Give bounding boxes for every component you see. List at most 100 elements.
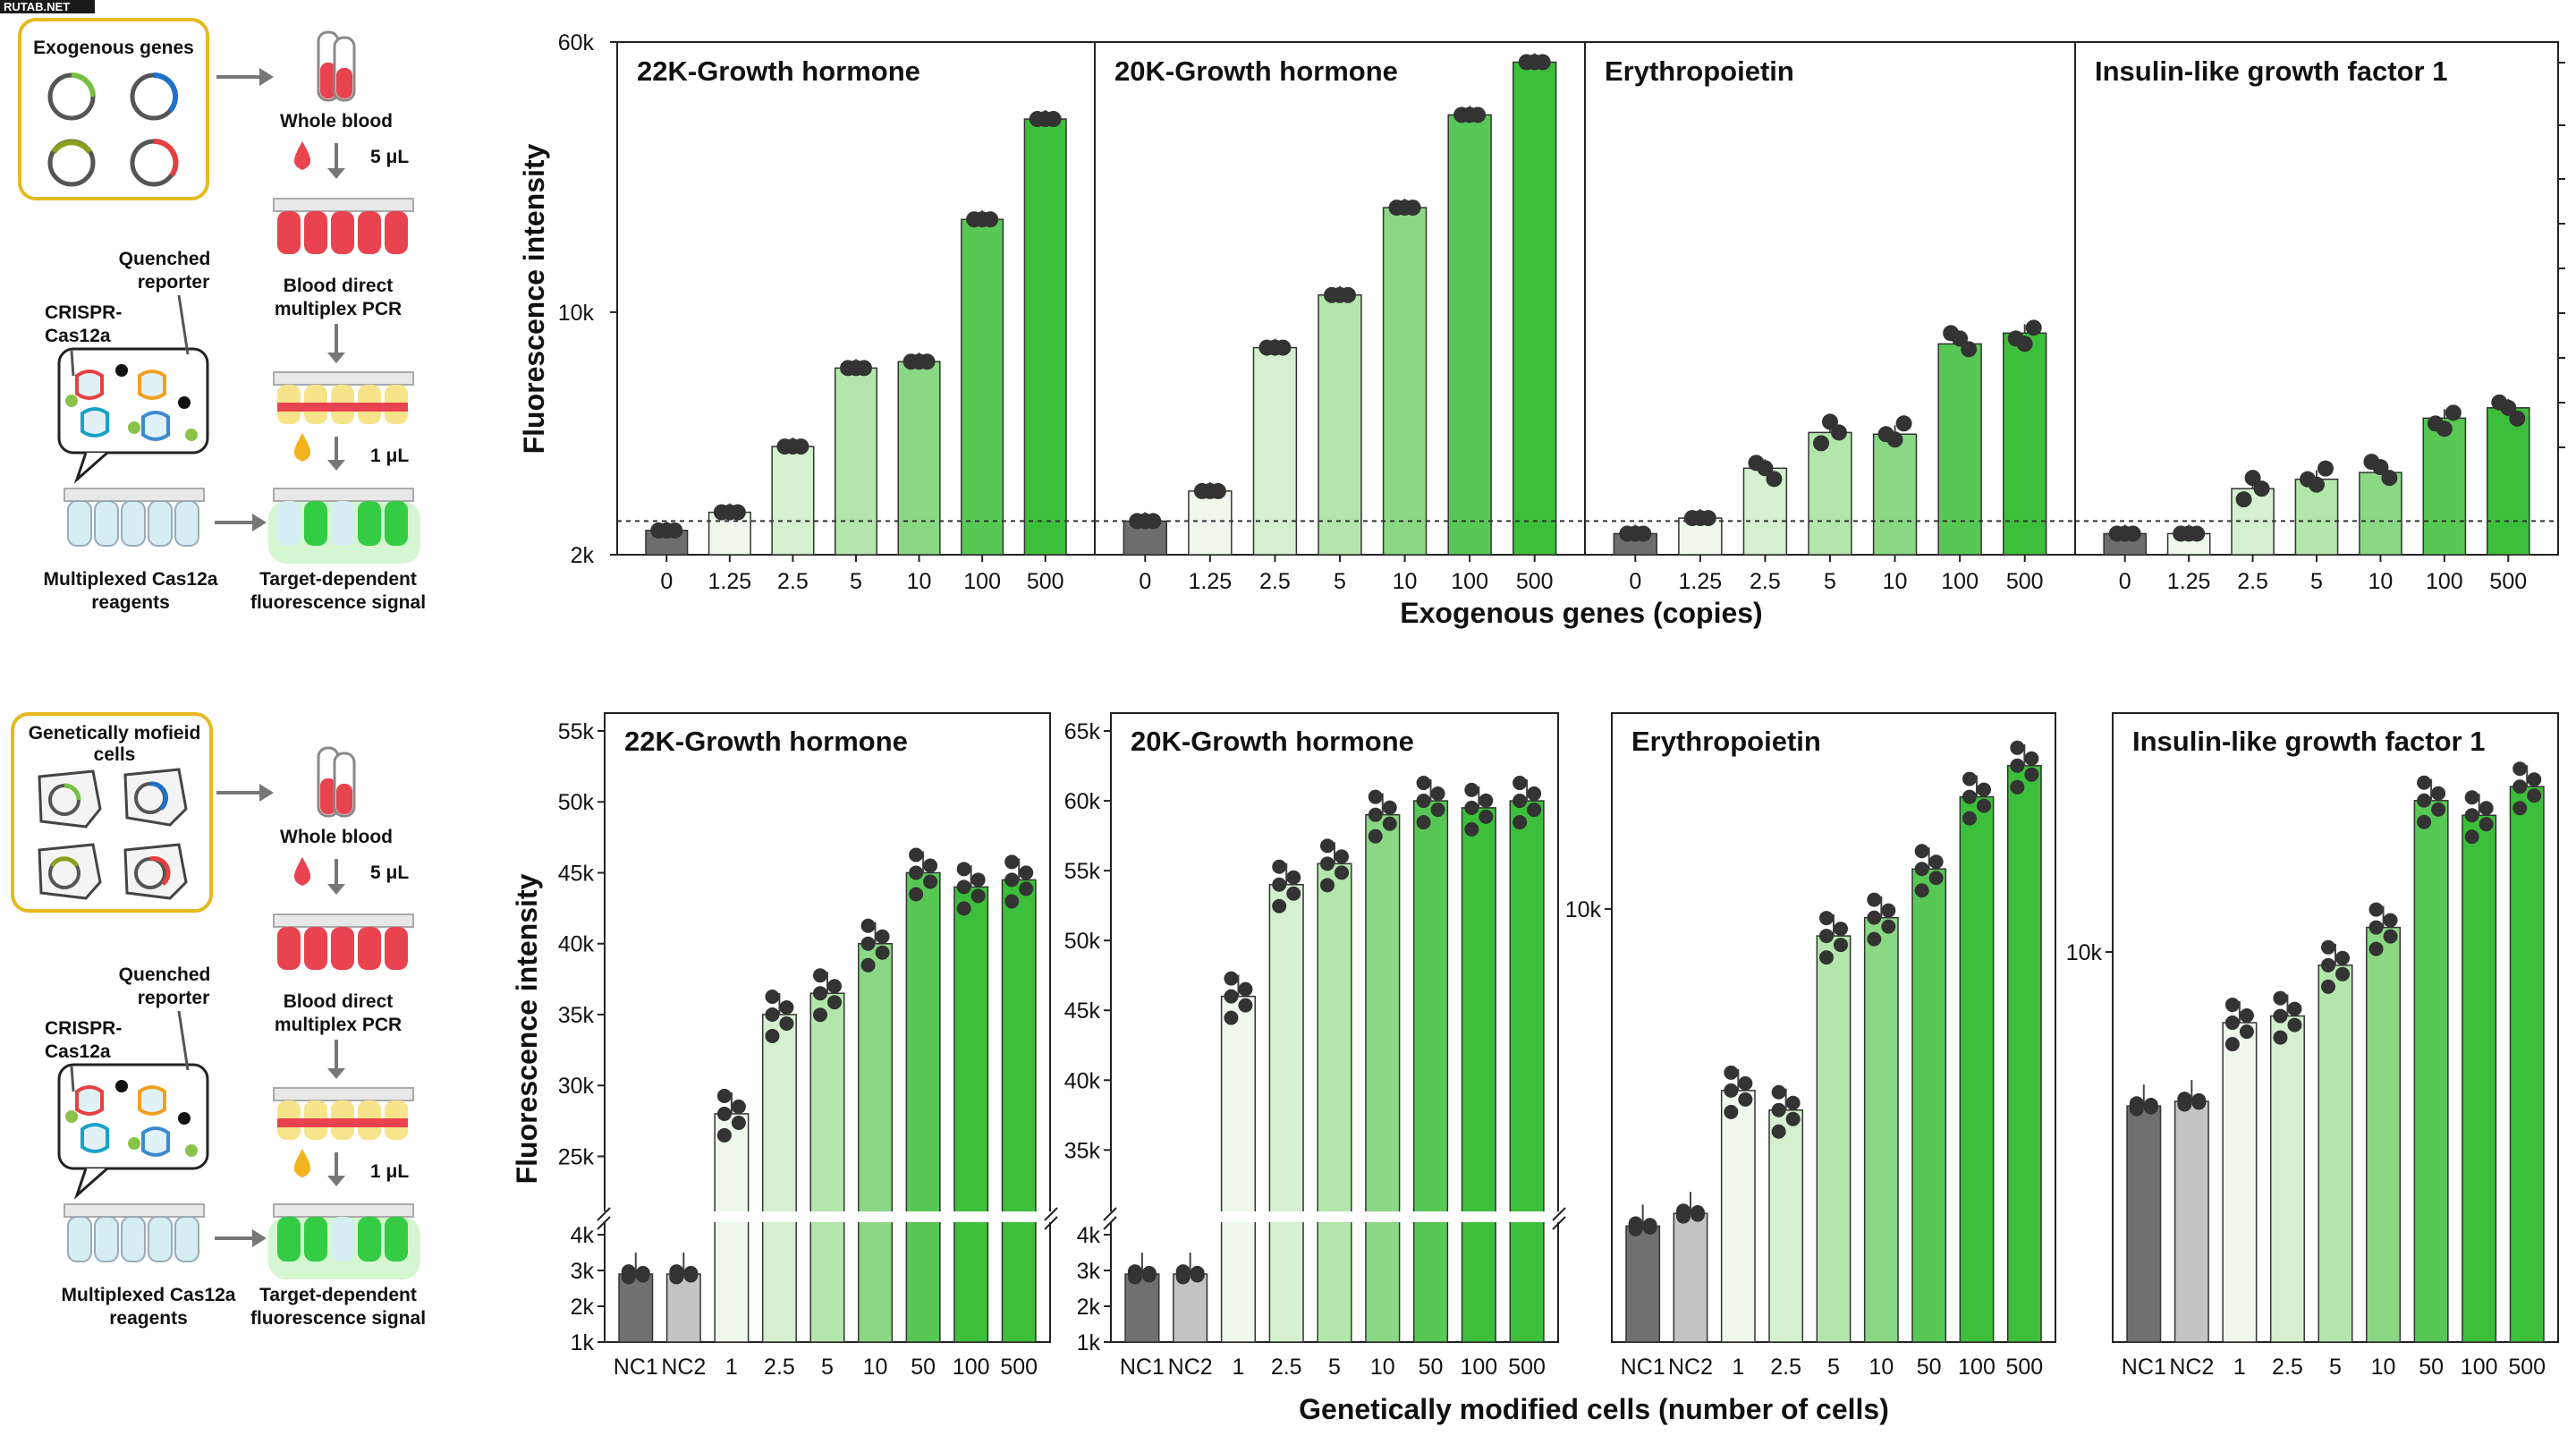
data-point bbox=[2417, 814, 2432, 829]
bottom-bar bbox=[953, 886, 989, 1343]
data-point bbox=[2273, 1030, 2288, 1045]
quenched-label-1: Quenched bbox=[119, 249, 211, 269]
data-point bbox=[2191, 1095, 2207, 1110]
bottom-bar bbox=[2006, 765, 2042, 1343]
schematic-bottom: Genetically mofieid cells Whole blood bbox=[11, 712, 426, 1329]
data-point bbox=[779, 1015, 794, 1031]
reagents-label-3: Multiplexed Cas12a bbox=[62, 1285, 236, 1305]
signal-label-2: fluorescence signal bbox=[250, 592, 426, 613]
blood-drop-icon-2 bbox=[293, 857, 311, 886]
top-xtick-label: 1.25 bbox=[708, 569, 752, 594]
bottom-xtick-label: 500 bbox=[2005, 1355, 2043, 1380]
bottom-ytick-label: 3k bbox=[571, 1259, 595, 1284]
data-point bbox=[2368, 902, 2384, 917]
axis-break-mark bbox=[1044, 1216, 1058, 1230]
axis-break-mark bbox=[597, 1207, 611, 1221]
data-point bbox=[1045, 111, 1062, 128]
bottom-ytick-label: 45k bbox=[1064, 998, 1101, 1024]
bottom-bar bbox=[714, 1113, 750, 1343]
data-point bbox=[1867, 910, 1882, 925]
data-point bbox=[2427, 415, 2444, 432]
data-point bbox=[2512, 761, 2528, 777]
bottom-ytick-label: 1k bbox=[1077, 1330, 1101, 1355]
data-point bbox=[1004, 894, 1020, 909]
data-point bbox=[2464, 808, 2479, 823]
bottom-xtick-label: 100 bbox=[1958, 1355, 1996, 1380]
cell-icon bbox=[38, 768, 188, 900]
data-point bbox=[765, 1028, 780, 1043]
pcr-label-3: Blood direct bbox=[284, 991, 394, 1012]
bottom-bar bbox=[1720, 1090, 1756, 1343]
data-point bbox=[1275, 339, 1292, 356]
data-point bbox=[1479, 793, 1494, 808]
crispr-label-1: CRISPR- bbox=[45, 302, 122, 323]
data-point bbox=[2129, 1101, 2144, 1117]
top-bar bbox=[834, 367, 878, 556]
bottom-bar bbox=[905, 871, 941, 1343]
bottom-panel-title: 22K-Growth hormone bbox=[624, 726, 908, 757]
crispr-label-4: Cas12a bbox=[45, 1041, 111, 1062]
pcr-label-2: multiplex PCR bbox=[275, 299, 402, 319]
data-point bbox=[1513, 776, 1528, 791]
bottom-xtick-label: NC2 bbox=[1168, 1355, 1213, 1380]
data-point bbox=[956, 879, 971, 895]
bottom-ytick-label: 55k bbox=[1064, 859, 1101, 884]
data-point bbox=[1527, 786, 1542, 802]
data-point bbox=[2479, 801, 2494, 816]
bottom-xtick-label: 2.5 bbox=[764, 1355, 795, 1380]
volume-5ul-2: 5 μL bbox=[370, 862, 409, 883]
data-point bbox=[1004, 872, 1020, 888]
bottom-bar bbox=[2222, 1022, 2258, 1343]
bottom-ytick-label: 40k bbox=[1064, 1068, 1101, 1093]
reagents-label-2: reagents bbox=[91, 592, 170, 613]
data-point bbox=[982, 211, 999, 228]
data-point bbox=[1534, 54, 1551, 71]
bottom-bar bbox=[1509, 800, 1545, 1343]
data-point bbox=[860, 918, 876, 933]
data-point bbox=[1914, 862, 1929, 877]
blood-drop-icon bbox=[293, 141, 311, 170]
data-point bbox=[2224, 1015, 2240, 1031]
bottom-bar bbox=[2462, 814, 2497, 1343]
data-point bbox=[2464, 790, 2479, 805]
signal-label-4: fluorescence signal bbox=[250, 1308, 426, 1329]
bottom-xtick-label: NC2 bbox=[661, 1355, 706, 1380]
data-point bbox=[716, 1106, 732, 1121]
data-point bbox=[1785, 1111, 1801, 1126]
bottom-bar bbox=[1268, 883, 1304, 1343]
bottom-xtick-label: 5 bbox=[821, 1355, 834, 1380]
data-point bbox=[2368, 920, 2384, 935]
signal-strip-icon-2 bbox=[268, 1203, 420, 1279]
data-point bbox=[970, 872, 986, 888]
data-point bbox=[1238, 981, 1253, 997]
bottom-charts: 22K-Growth hormone 1k 2k 3k 4k 25k 30k 35k 40k 45… bbox=[511, 712, 2559, 1425]
top-xtick-label: 100 bbox=[1451, 569, 1488, 594]
data-point bbox=[1867, 931, 1882, 947]
axis-break bbox=[601, 1211, 1054, 1222]
top-xtick-label: 0 bbox=[1629, 569, 1641, 594]
data-point bbox=[1676, 1209, 1690, 1224]
top-ytick-label: 2k bbox=[571, 543, 595, 568]
bottom-ytick-label: 50k bbox=[558, 790, 595, 815]
data-point bbox=[2253, 480, 2270, 497]
bottom-bar bbox=[1768, 1109, 1804, 1343]
data-point bbox=[1382, 816, 1397, 831]
data-point bbox=[1209, 482, 1226, 499]
data-point bbox=[860, 936, 876, 951]
top-ytick-label: 60k bbox=[558, 30, 595, 55]
data-point bbox=[2025, 319, 2042, 336]
data-point bbox=[2224, 998, 2240, 1013]
schematic-top: Exogenous genes Whole blood 5 μL bbox=[18, 18, 426, 613]
bottom-xtick-label: NC1 bbox=[614, 1355, 658, 1380]
data-point bbox=[1382, 800, 1397, 815]
axis-break-mark bbox=[1552, 1216, 1566, 1230]
bottom-panel-title: Insulin-like growth factor 1 bbox=[2132, 726, 2485, 757]
bottom-bar bbox=[761, 1014, 797, 1343]
data-point bbox=[2512, 779, 2528, 794]
top-bar bbox=[1937, 343, 1982, 556]
top-xtick-label: 500 bbox=[1516, 569, 1554, 594]
top-panel-title: 20K-Growth hormone bbox=[1114, 55, 1398, 87]
data-point bbox=[1019, 881, 1034, 896]
bottom-ytick-label: 1k bbox=[571, 1330, 595, 1355]
